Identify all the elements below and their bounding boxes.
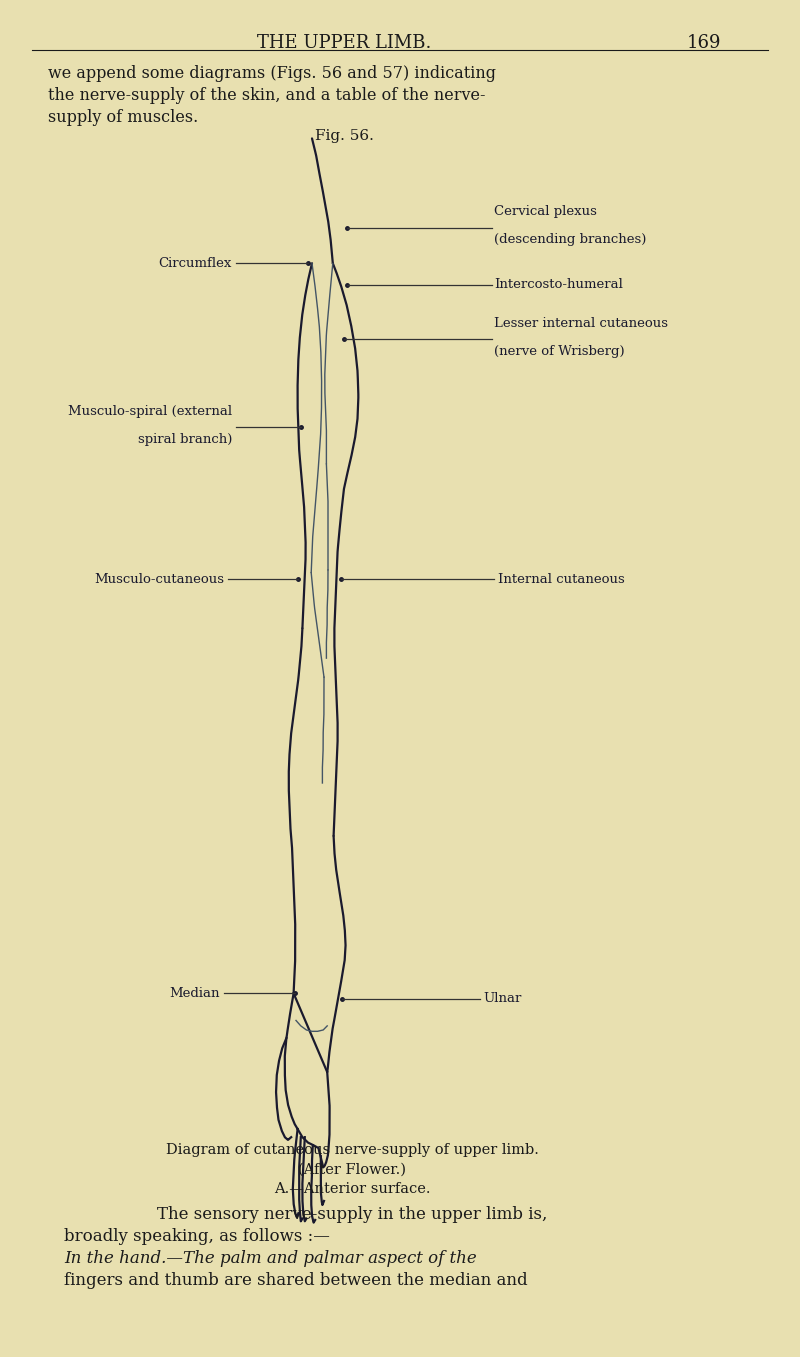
Text: Musculo-cutaneous: Musculo-cutaneous <box>94 573 224 586</box>
Text: (nerve of Wrisberg): (nerve of Wrisberg) <box>494 345 625 358</box>
Text: A.—Anterior surface.: A.—Anterior surface. <box>274 1182 430 1196</box>
Text: we append some diagrams (Figs. 56 and 57) indicating: we append some diagrams (Figs. 56 and 57… <box>48 65 496 83</box>
Text: Cervical plexus: Cervical plexus <box>494 205 598 218</box>
Text: (After Flower.): (After Flower.) <box>298 1163 406 1177</box>
Text: Ulnar: Ulnar <box>483 992 522 1006</box>
Text: the nerve-supply of the skin, and a table of the nerve-: the nerve-supply of the skin, and a tabl… <box>48 87 486 104</box>
Text: Diagram of cutaneous nerve-supply of upper limb.: Diagram of cutaneous nerve-supply of upp… <box>166 1143 538 1156</box>
Text: Circumflex: Circumflex <box>158 256 232 270</box>
Text: Intercosto-humeral: Intercosto-humeral <box>494 278 623 292</box>
Text: spiral branch): spiral branch) <box>138 433 232 446</box>
Text: broadly speaking, as follows :—: broadly speaking, as follows :— <box>64 1228 330 1246</box>
Text: The sensory nerve-supply in the upper limb is,: The sensory nerve-supply in the upper li… <box>157 1206 547 1224</box>
Text: supply of muscles.: supply of muscles. <box>48 109 198 126</box>
Text: Fig. 56.: Fig. 56. <box>314 129 374 142</box>
Text: 169: 169 <box>686 34 722 52</box>
Text: Musculo-spiral (external: Musculo-spiral (external <box>68 404 232 418</box>
Text: Internal cutaneous: Internal cutaneous <box>498 573 624 586</box>
Text: THE UPPER LIMB.: THE UPPER LIMB. <box>257 34 431 52</box>
Text: fingers and thumb are shared between the median and: fingers and thumb are shared between the… <box>64 1272 528 1289</box>
Text: Lesser internal cutaneous: Lesser internal cutaneous <box>494 316 669 330</box>
Text: In the hand.—The palm and palmar aspect of the: In the hand.—The palm and palmar aspect … <box>64 1250 477 1267</box>
Text: (descending branches): (descending branches) <box>494 233 646 247</box>
Text: Median: Median <box>170 987 220 1000</box>
